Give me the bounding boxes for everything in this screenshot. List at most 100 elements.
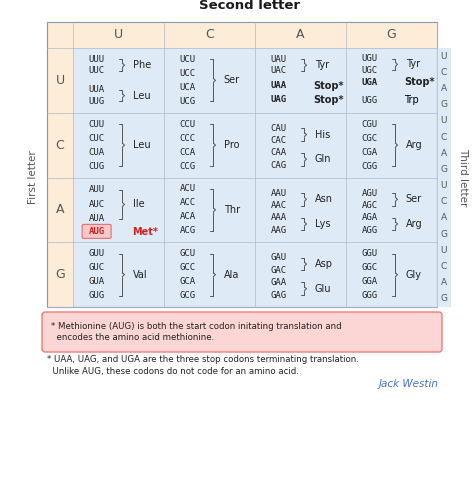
Text: Leu: Leu xyxy=(133,91,150,100)
Text: Arg: Arg xyxy=(406,219,422,229)
Text: Arg: Arg xyxy=(406,140,422,150)
Text: AAC: AAC xyxy=(271,201,287,210)
Text: A: A xyxy=(441,278,447,287)
Text: AGG: AGG xyxy=(362,226,378,235)
Text: Glu: Glu xyxy=(315,284,331,294)
Text: CUC: CUC xyxy=(89,134,105,143)
Text: ACG: ACG xyxy=(180,226,196,235)
Text: Met*: Met* xyxy=(133,227,158,237)
Text: Second letter: Second letter xyxy=(200,0,301,12)
Text: GGG: GGG xyxy=(362,291,378,300)
Text: UUU: UUU xyxy=(89,55,105,64)
Text: GAU: GAU xyxy=(271,253,287,262)
Text: Lys: Lys xyxy=(315,219,330,229)
Text: G: G xyxy=(55,268,65,281)
Text: Stop*: Stop* xyxy=(313,95,343,105)
Text: Ile: Ile xyxy=(133,199,144,210)
FancyBboxPatch shape xyxy=(437,48,451,307)
FancyBboxPatch shape xyxy=(47,22,437,307)
Text: AAG: AAG xyxy=(271,226,287,235)
Text: UCG: UCG xyxy=(180,97,196,106)
Text: Val: Val xyxy=(133,270,147,279)
Text: CGA: CGA xyxy=(362,148,378,156)
Text: UCA: UCA xyxy=(180,83,196,92)
Text: AGU: AGU xyxy=(362,188,378,198)
Text: GAA: GAA xyxy=(271,278,287,287)
Text: U: U xyxy=(55,74,64,87)
Text: A: A xyxy=(441,84,447,93)
Text: CCA: CCA xyxy=(180,148,196,156)
Text: Trp: Trp xyxy=(404,95,419,105)
Text: Tyr: Tyr xyxy=(315,60,329,70)
Text: UUG: UUG xyxy=(89,97,105,106)
Text: Gly: Gly xyxy=(406,270,421,279)
FancyBboxPatch shape xyxy=(42,312,442,352)
Text: Stop*: Stop* xyxy=(404,77,434,87)
Text: AUA: AUA xyxy=(89,215,105,223)
Text: AGC: AGC xyxy=(362,201,378,210)
Text: UGC: UGC xyxy=(362,65,378,74)
Text: ACA: ACA xyxy=(180,213,196,221)
Text: CUU: CUU xyxy=(89,120,105,128)
Text: Asn: Asn xyxy=(315,194,333,204)
Text: GAG: GAG xyxy=(271,290,287,300)
Text: CGC: CGC xyxy=(362,134,378,143)
Text: A: A xyxy=(296,29,305,41)
Text: UUC: UUC xyxy=(89,66,105,75)
Text: Phe: Phe xyxy=(133,60,151,70)
Text: UUA: UUA xyxy=(89,85,105,94)
Text: His: His xyxy=(315,129,330,140)
Text: C: C xyxy=(205,29,214,41)
Text: UAU: UAU xyxy=(271,55,287,64)
Text: GUU: GUU xyxy=(89,249,105,258)
Text: G: G xyxy=(387,29,396,41)
Text: AUU: AUU xyxy=(89,185,105,194)
Text: ACU: ACU xyxy=(180,184,196,193)
Text: U: U xyxy=(441,246,447,255)
Text: Asp: Asp xyxy=(315,259,333,269)
Text: G: G xyxy=(440,294,447,304)
Text: UGG: UGG xyxy=(362,96,378,105)
Text: GCC: GCC xyxy=(180,263,196,272)
Text: CCC: CCC xyxy=(180,134,196,143)
Text: G: G xyxy=(440,230,447,239)
Text: GAC: GAC xyxy=(271,266,287,275)
Text: GGC: GGC xyxy=(362,263,378,272)
Text: CUA: CUA xyxy=(89,148,105,156)
Text: Stop*: Stop* xyxy=(313,81,343,91)
Text: UAG: UAG xyxy=(271,95,287,104)
Text: GCA: GCA xyxy=(180,277,196,286)
Text: First letter: First letter xyxy=(28,151,38,204)
Text: C: C xyxy=(55,139,64,152)
Text: Thr: Thr xyxy=(224,205,240,215)
FancyBboxPatch shape xyxy=(47,22,437,48)
Text: UCC: UCC xyxy=(180,69,196,78)
Text: UGA: UGA xyxy=(362,78,378,87)
Text: * UAA, UAG, and UGA are the three stop codons terminating translation.
  Unlike : * UAA, UAG, and UGA are the three stop c… xyxy=(47,355,359,376)
Text: ACC: ACC xyxy=(180,198,196,208)
Text: U: U xyxy=(441,52,447,61)
Text: CAC: CAC xyxy=(271,136,287,146)
Text: UCU: UCU xyxy=(180,55,196,64)
Text: Jack Westin: Jack Westin xyxy=(379,379,439,389)
Text: G: G xyxy=(440,100,447,109)
Text: C: C xyxy=(441,68,447,77)
Text: AAU: AAU xyxy=(271,188,287,198)
Text: GCU: GCU xyxy=(180,249,196,258)
Text: U: U xyxy=(441,181,447,190)
Text: AUC: AUC xyxy=(89,200,105,209)
Text: GUA: GUA xyxy=(89,277,105,286)
Text: GCG: GCG xyxy=(180,291,196,300)
Text: UAC: UAC xyxy=(271,66,287,75)
Text: AGA: AGA xyxy=(362,213,378,222)
Text: Third letter: Third letter xyxy=(458,148,468,207)
Text: C: C xyxy=(441,132,447,142)
Text: Ser: Ser xyxy=(224,75,240,86)
Text: CAU: CAU xyxy=(271,124,287,133)
Text: GUC: GUC xyxy=(89,263,105,272)
Text: Ala: Ala xyxy=(224,270,239,279)
Text: AUG: AUG xyxy=(89,227,105,236)
Text: UAA: UAA xyxy=(271,81,287,90)
Text: CCG: CCG xyxy=(180,162,196,171)
Text: UGU: UGU xyxy=(362,54,378,63)
